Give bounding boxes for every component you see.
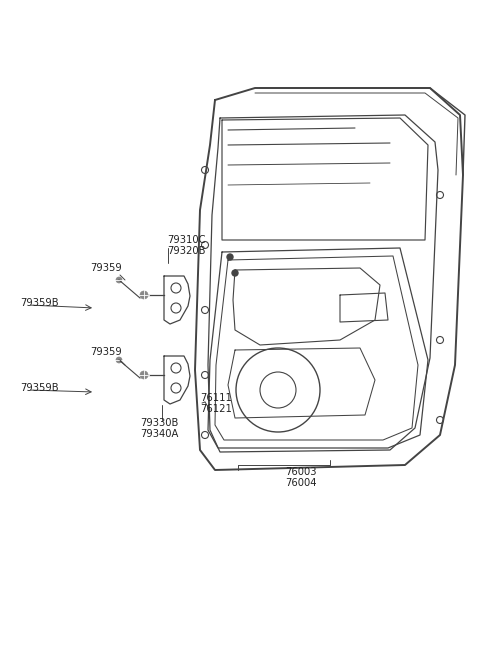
Text: 79359: 79359 <box>90 347 122 357</box>
Circle shape <box>140 291 148 299</box>
Text: 76121: 76121 <box>200 404 232 414</box>
Text: 79310C: 79310C <box>167 235 205 245</box>
Circle shape <box>232 270 238 276</box>
Circle shape <box>140 371 148 379</box>
Circle shape <box>116 357 122 363</box>
Text: 79359B: 79359B <box>20 383 59 393</box>
Text: 76003: 76003 <box>285 467 316 477</box>
Text: 76111: 76111 <box>200 393 232 403</box>
Circle shape <box>227 254 233 260</box>
Text: 79340A: 79340A <box>140 429 179 439</box>
Text: 79359B: 79359B <box>20 298 59 308</box>
Text: 79330B: 79330B <box>140 418 179 428</box>
Text: 79320B: 79320B <box>167 246 205 256</box>
Text: 79359: 79359 <box>90 263 122 273</box>
Text: 76004: 76004 <box>285 478 316 488</box>
Circle shape <box>116 277 122 283</box>
